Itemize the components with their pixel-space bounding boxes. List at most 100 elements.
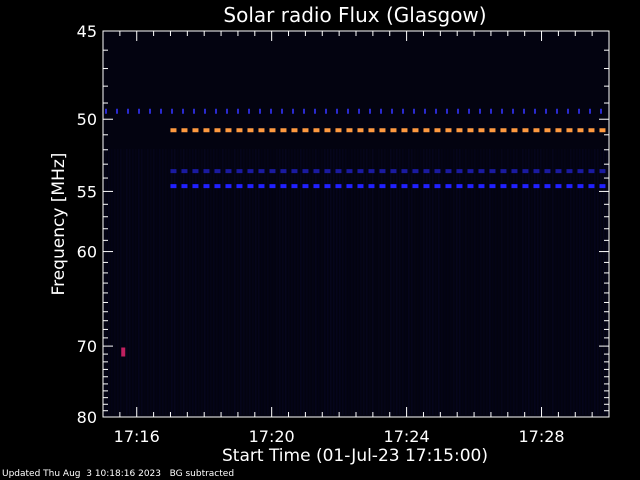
noise-streak	[432, 149, 434, 415]
noise-streak	[252, 149, 254, 415]
noise-streak	[183, 149, 185, 415]
noise-streak	[225, 149, 227, 415]
noise-streak	[123, 149, 125, 415]
noise-streak	[234, 149, 236, 415]
noise-streak	[582, 149, 584, 415]
noise-streak	[486, 149, 488, 415]
footer-updated: Updated Thu Aug 3 10:18:16 2023	[2, 469, 162, 479]
noise-streak	[597, 149, 599, 415]
noise-streak	[111, 149, 113, 415]
noise-streak	[384, 149, 386, 415]
noise-streak	[174, 149, 176, 415]
noise-streak	[273, 149, 275, 415]
x-tick-label: 17:20	[249, 427, 295, 446]
noise-streak	[441, 149, 443, 415]
noise-streak	[345, 149, 347, 415]
noise-streak	[396, 149, 398, 415]
noise-streak	[588, 149, 590, 415]
noise-streak	[477, 149, 479, 415]
noise-streak	[117, 149, 119, 415]
noise-streak	[564, 149, 566, 415]
noise-streak	[585, 149, 587, 415]
noise-streak	[594, 149, 596, 415]
noise-streak	[285, 149, 287, 415]
hotspot-mark	[121, 347, 126, 357]
noise-streak	[186, 149, 188, 415]
y-axis-label: Frequency [MHz]	[49, 153, 69, 296]
noise-streak	[483, 149, 485, 415]
noise-streak	[204, 149, 206, 415]
noise-streak	[426, 149, 428, 415]
noise-streak	[315, 149, 317, 415]
noise-streak	[270, 149, 272, 415]
noise-streak	[465, 149, 467, 415]
noise-streak	[306, 149, 308, 415]
noise-streak	[375, 149, 377, 415]
y-tick-label: 70	[77, 337, 97, 356]
noise-streak	[411, 149, 413, 415]
noise-streak	[165, 149, 167, 415]
noise-streak	[528, 149, 530, 415]
noise-streak	[516, 149, 518, 415]
noise-streak	[192, 149, 194, 415]
noise-streak	[429, 149, 431, 415]
noise-streak	[312, 149, 314, 415]
x-axis-label: Start Time (01-Jul-23 17:15:00)	[222, 446, 488, 466]
noise-streak	[159, 149, 161, 415]
noise-streak	[438, 149, 440, 415]
noise-streak	[519, 149, 521, 415]
noise-streak	[138, 149, 140, 415]
noise-streak	[507, 149, 509, 415]
noise-streak	[351, 149, 353, 415]
noise-streak	[474, 149, 476, 415]
noise-streak	[162, 149, 164, 415]
noise-streak	[249, 149, 251, 415]
noise-streak	[327, 149, 329, 415]
x-axis-ticks: 17:16 17:20 17:24 17:28	[114, 31, 593, 446]
noise-streak	[435, 149, 437, 415]
noise-streak	[546, 149, 548, 415]
noise-streak	[447, 149, 449, 415]
noise-streak	[360, 149, 362, 415]
noise-streak	[504, 149, 506, 415]
noise-streak	[462, 149, 464, 415]
noise-streak	[297, 149, 299, 415]
noise-streak	[591, 149, 593, 415]
noise-streak	[180, 149, 182, 415]
noise-streak	[423, 149, 425, 415]
y-tick-label: 80	[77, 408, 97, 427]
noise-streak	[120, 149, 122, 415]
footer-note: BG subtracted	[169, 469, 235, 479]
noise-streak	[222, 149, 224, 415]
noise-streak	[369, 149, 371, 415]
y-axis-ticks: 45 50 55 60 70 80	[77, 22, 609, 427]
noise-streak	[171, 149, 173, 415]
noise-streak	[108, 149, 110, 415]
noise-streak	[105, 149, 107, 415]
noise-streak	[210, 149, 212, 415]
noise-streak	[513, 149, 515, 415]
noise-streak	[540, 149, 542, 415]
noise-streak	[378, 149, 380, 415]
noise-streak	[336, 149, 338, 415]
noise-streak	[555, 149, 557, 415]
noise-streak	[600, 149, 602, 415]
noise-streak	[444, 149, 446, 415]
plot-background	[103, 31, 609, 417]
noise-streak	[537, 149, 539, 415]
noise-streak	[492, 149, 494, 415]
noise-streak	[243, 149, 245, 415]
noise-streak	[393, 149, 395, 415]
noise-streak	[531, 149, 533, 415]
noise-streak	[552, 149, 554, 415]
noise-streak	[387, 149, 389, 415]
noise-streak	[534, 149, 536, 415]
noise-streak	[276, 149, 278, 415]
noise-streak	[135, 149, 137, 415]
plot-area	[103, 31, 609, 417]
noise-streak	[126, 149, 128, 415]
noise-streak	[114, 149, 116, 415]
chart-title: Solar radio Flux (Glasgow)	[223, 3, 486, 27]
noise-streak	[417, 149, 419, 415]
noise-streak	[495, 149, 497, 415]
